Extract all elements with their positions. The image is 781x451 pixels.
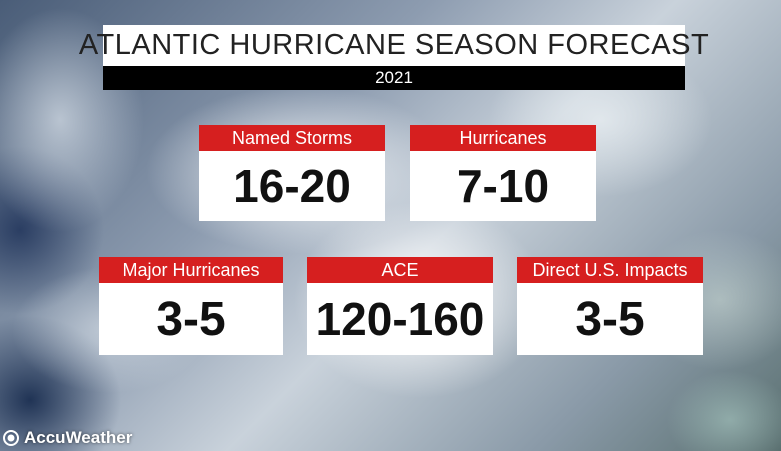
sun-icon (3, 430, 19, 446)
year-banner: 2021 (103, 66, 685, 90)
stat-card-direct-us-impacts: Direct U.S. Impacts 3-5 (517, 257, 703, 355)
stat-card-major-hurricanes: Major Hurricanes 3-5 (99, 257, 283, 355)
page-title: ATLANTIC HURRICANE SEASON FORECAST (78, 29, 710, 61)
stat-label: Direct U.S. Impacts (517, 257, 703, 283)
stat-value: 16-20 (199, 151, 385, 221)
stat-value: 120-160 (307, 283, 493, 355)
stat-label: Named Storms (199, 125, 385, 151)
stat-label: ACE (307, 257, 493, 283)
accuweather-logo: AccuWeather (2, 428, 132, 448)
stat-value: 3-5 (99, 283, 283, 355)
logo-text: AccuWeather (24, 428, 133, 447)
stat-card-hurricanes: Hurricanes 7-10 (410, 125, 596, 221)
forecast-year: 2021 (375, 68, 413, 87)
stat-value: 3-5 (517, 283, 703, 355)
stat-label: Major Hurricanes (99, 257, 283, 283)
stat-label: Hurricanes (410, 125, 596, 151)
stat-card-ace: ACE 120-160 (307, 257, 493, 355)
stat-value: 7-10 (410, 151, 596, 221)
stat-card-named-storms: Named Storms 16-20 (199, 125, 385, 221)
title-banner: ATLANTIC HURRICANE SEASON FORECAST (79, 25, 709, 66)
